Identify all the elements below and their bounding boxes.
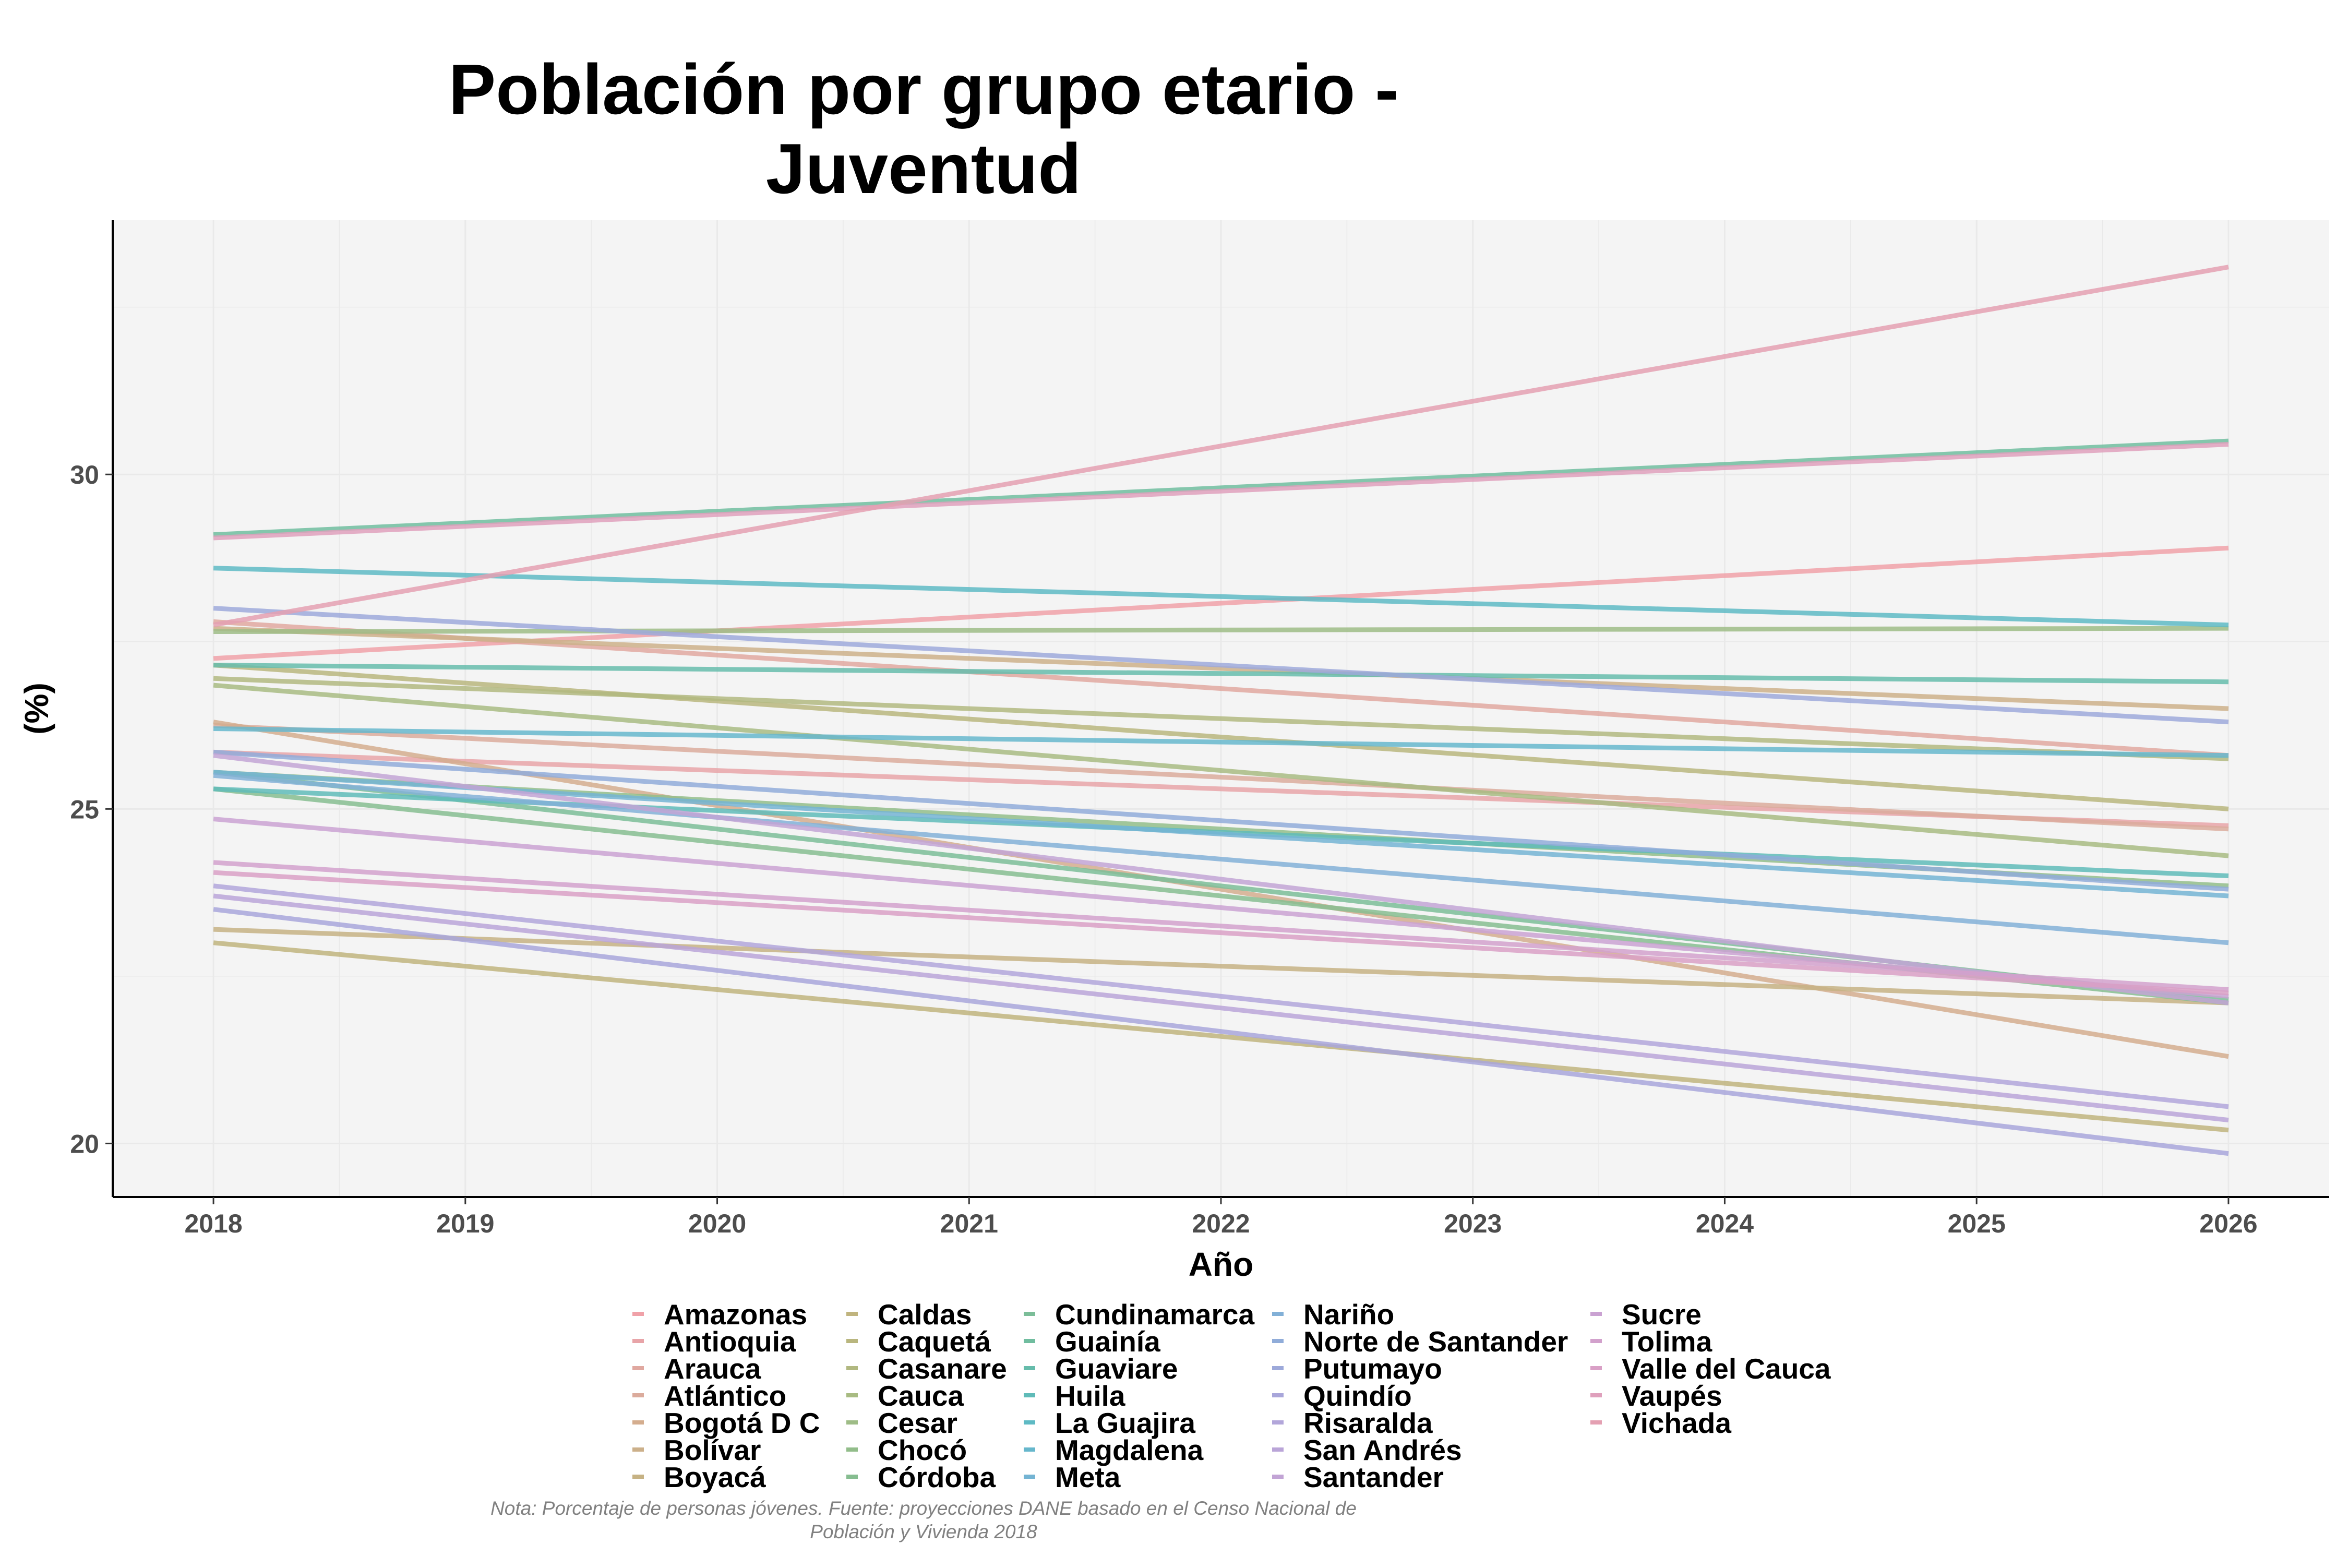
- x-tick-label: 2018: [184, 1209, 242, 1238]
- legend-label: Chocó: [878, 1434, 967, 1466]
- legend-label: Vaupés: [1622, 1380, 1722, 1412]
- legend-label: Sucre: [1622, 1298, 1702, 1331]
- series-line-caquet-: [213, 663, 2229, 811]
- legend-label: Quindío: [1303, 1380, 1412, 1412]
- series-line-cauca: [213, 683, 2229, 858]
- x-tick-label: 2023: [1444, 1209, 1502, 1238]
- series-line-casanare: [213, 676, 2229, 761]
- x-tick-label: 2021: [940, 1209, 998, 1238]
- series-line-cesar: [213, 626, 2229, 635]
- grid-layer: [113, 220, 2329, 1197]
- y-axis-title: (%): [18, 683, 55, 735]
- series-line-guain-a: [213, 438, 2229, 537]
- series-line-boyac-: [213, 927, 2229, 1006]
- legend-label: Bolívar: [664, 1434, 761, 1466]
- legend-label: Caldas: [878, 1298, 972, 1331]
- series-line-valle-del-cauca: [213, 870, 2229, 996]
- series-line-tolima: [213, 860, 2229, 992]
- x-tick-label: 2020: [688, 1209, 746, 1238]
- x-tick-label: 2024: [1696, 1209, 1754, 1238]
- legend-label: Tolima: [1622, 1325, 1712, 1358]
- series-line-nari-o: [213, 773, 2229, 945]
- series-line-bol-var: [213, 626, 2229, 711]
- series-line-quind-o: [213, 907, 2229, 1156]
- series-line-magdalena: [213, 726, 2229, 758]
- legend-label: Putumayo: [1303, 1352, 1442, 1385]
- chart-title-line-1: Población por grupo etario -: [449, 50, 1399, 129]
- series-line-guaviare: [213, 663, 2229, 685]
- x-axis-title: Año: [1189, 1246, 1253, 1283]
- legend-label: Vichada: [1622, 1407, 1731, 1439]
- x-tick-label: 2022: [1192, 1209, 1250, 1238]
- legend-label: Bogotá D C: [664, 1407, 820, 1439]
- series-line-san-andr-s: [213, 893, 2229, 1123]
- y-tick-label: 25: [70, 795, 99, 824]
- x-tick-label: 2026: [2199, 1209, 2257, 1238]
- x-tick-label: 2025: [1948, 1209, 2006, 1238]
- series-line-santander: [213, 753, 2229, 1006]
- legend-label: Magdalena: [1055, 1434, 1204, 1466]
- legend-label: Guaviare: [1055, 1352, 1178, 1385]
- legend-label: Santander: [1303, 1461, 1444, 1493]
- legend-label: Casanare: [878, 1352, 1007, 1385]
- x-tick-label: 2019: [436, 1209, 494, 1238]
- caption-line-1: Nota: Porcentaje de personas jóvenes. Fu…: [490, 1498, 1357, 1519]
- series-line-caldas: [213, 940, 2229, 1133]
- series-line-vichada: [213, 265, 2229, 628]
- legend-label: Guainía: [1055, 1325, 1160, 1358]
- legend-label: Boyacá: [664, 1461, 766, 1493]
- series-line-vaup-s: [213, 442, 2229, 541]
- legend-label: Arauca: [664, 1352, 761, 1385]
- legend-label: Meta: [1055, 1461, 1121, 1493]
- legend-label: Córdoba: [878, 1461, 996, 1493]
- series-line-atl-ntico: [213, 723, 2229, 832]
- chart-title-line-2: Juventud: [766, 129, 1082, 208]
- legend-label: Amazonas: [664, 1298, 807, 1331]
- legend-label: Norte de Santander: [1303, 1325, 1568, 1358]
- legend-label: Valle del Cauca: [1622, 1352, 1831, 1385]
- caption-line-2: Población y Vivienda 2018: [810, 1521, 1037, 1542]
- series-layer: [213, 265, 2229, 1156]
- tick-layer: 2018 2019 2020 2021 2022 2023 2024 2025 20262025…: [70, 460, 2257, 1238]
- series-line-putumayo: [213, 606, 2229, 725]
- legend-label: Cundinamarca: [1055, 1298, 1254, 1331]
- series-line-risaralda: [213, 883, 2229, 1109]
- legend-label: Risaralda: [1303, 1407, 1433, 1439]
- legend-label: Nariño: [1303, 1298, 1394, 1331]
- legend-label: La Guajira: [1055, 1407, 1195, 1439]
- y-tick-label: 20: [70, 1129, 99, 1158]
- legend-label: Cauca: [878, 1380, 964, 1412]
- series-line-la-guajira: [213, 566, 2229, 628]
- legend-label: San Andrés: [1303, 1434, 1462, 1466]
- legend-label: Caquetá: [878, 1325, 991, 1358]
- legend-label: Antioquia: [664, 1325, 796, 1358]
- series-line-meta: [213, 770, 2229, 899]
- series-line-norte-de-santander: [213, 749, 2229, 892]
- y-tick-label: 30: [70, 460, 99, 489]
- legend-label: Cesar: [878, 1407, 957, 1439]
- legend-label: Atlántico: [664, 1380, 786, 1412]
- legend-label: Huila: [1055, 1380, 1125, 1412]
- series-line-bogot-d-c: [213, 720, 2229, 1059]
